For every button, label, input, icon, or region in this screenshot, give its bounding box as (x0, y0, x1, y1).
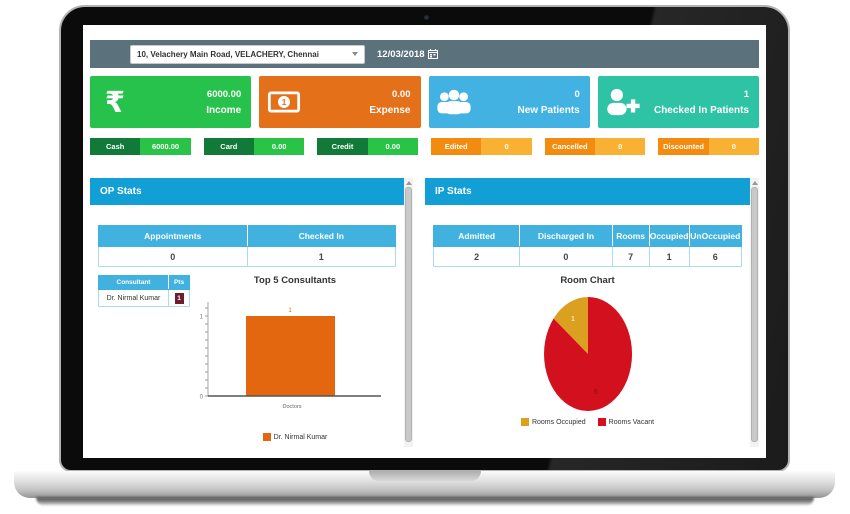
new-patients-card: 0 New Patients (428, 76, 590, 128)
ip-occupied-value: 1 (648, 246, 690, 267)
ip-rooms-value: 7 (611, 246, 650, 267)
pie-chart-legend: Rooms Occupied Rooms Vacant (433, 418, 742, 426)
cancelled-chip: Cancelled 0 (544, 138, 646, 155)
ip-admitted-value: 2 (432, 246, 521, 267)
income-value: 6000.00 (206, 88, 242, 100)
topbar: 10, Velachery Main Road, VELACHERY, Chen… (90, 40, 759, 68)
svg-text:0: 0 (200, 395, 204, 401)
checked-in-value: 1 (743, 88, 749, 100)
legend-label-vacant: Rooms Vacant (608, 418, 655, 426)
bar-chart: 0 1 1 Doctors (200, 302, 381, 410)
income-card: ₹ 6000.00 Income (90, 76, 252, 128)
laptop-base (14, 471, 835, 498)
chevron-down-icon (352, 52, 358, 56)
table-row: 0 1 (98, 246, 396, 267)
card-chip: Card 0.00 (203, 138, 305, 155)
credit-chip: Credit 0.00 (317, 138, 419, 155)
checked-in-patients-card: 1 Checked In Patients (597, 76, 759, 128)
op-stats-title: OP Stats (90, 178, 404, 205)
pie-chart-title: Room Chart (560, 275, 615, 286)
pie-label-vacant: 6 (594, 389, 598, 396)
op-checked-in-value: 1 (246, 246, 396, 267)
x-axis-label: Doctors (283, 404, 302, 410)
income-label: Income (206, 104, 242, 116)
cash-chip: Cash 6000.00 (90, 138, 191, 155)
ip-stats-panel: IP Stats Admitted Discharged In Rooms Oc… (425, 178, 759, 447)
payment-chips-row: Cash 6000.00 Card 0.00 Credit 0.00 Edite… (90, 138, 760, 155)
panels-row: OP Stats Appointments Checked In 0 1 (90, 178, 759, 447)
patients-group-icon (429, 88, 479, 116)
calendar-icon (427, 49, 438, 59)
checked-in-label: Checked In Patients (653, 104, 749, 116)
bar-chart-title: Top 5 Consultants (253, 275, 337, 286)
banknote-icon: 1 (259, 91, 309, 113)
dashboard-screen: 10, Velachery Main Road, VELACHERY, Chen… (83, 25, 766, 458)
ip-unoccupied-value: 6 (688, 246, 743, 267)
webcam-dot (424, 15, 429, 20)
ip-panel-scrollbar[interactable] (750, 178, 759, 447)
legend-label: Dr. Nirmal Kumar (273, 433, 328, 441)
svg-text:1: 1 (200, 315, 204, 321)
pie-label-occupied: 1 (571, 316, 575, 323)
location-select[interactable]: 10, Velachery Main Road, VELACHERY, Chen… (130, 44, 365, 64)
discounted-chip: Discounted 0 (658, 138, 760, 155)
top-consultants-chart: Top 5 Consultants (194, 275, 396, 441)
pie-slice-rooms-occupied (553, 297, 588, 354)
edited-chip: Edited 0 (431, 138, 532, 155)
legend-label-occupied: Rooms Occupied (531, 418, 586, 426)
pie-slice-rooms-vacant (543, 297, 632, 411)
op-appointments-value: 0 (98, 246, 248, 267)
op-stats-table: Appointments Checked In 0 1 (98, 225, 396, 267)
legend-swatch-vacant (597, 418, 606, 426)
ip-discharged-value: 0 (519, 246, 613, 267)
ip-stats-table: Admitted Discharged In Rooms Occupied Un… (432, 225, 743, 267)
op-col-appointments: Appointments (98, 225, 248, 247)
op-col-checked-in: Checked In (246, 225, 396, 247)
svg-text:1: 1 (282, 98, 287, 107)
consultant-name: Dr. Nirmal Kumar (98, 289, 169, 307)
room-pie-chart: 1 6 (543, 297, 632, 411)
scrollbar-thumb[interactable] (405, 187, 412, 442)
laptop-base-notch (368, 471, 481, 481)
expense-value: 0.00 (392, 88, 411, 100)
stat-cards-row: ₹ 6000.00 Income 1 0.00 Expense (90, 76, 759, 128)
bar-chart-legend: Dr. Nirmal Kumar (194, 433, 396, 441)
table-row: Dr. Nirmal Kumar 1 (98, 289, 190, 307)
location-select-value: 10, Velachery Main Road, VELACHERY, Chen… (137, 49, 319, 59)
new-patients-value: 0 (574, 88, 580, 100)
scrollbar-up-arrow[interactable] (751, 181, 758, 185)
bar-data-label: 1 (288, 308, 292, 314)
person-plus-icon (598, 88, 648, 116)
date-picker[interactable]: 12/03/2018 (377, 49, 438, 60)
scrollbar-up-arrow[interactable] (405, 181, 412, 185)
laptop-shadow (36, 497, 814, 506)
consultant-table: Consultant Pts Dr. Nirmal Kumar 1 (98, 275, 190, 307)
legend-swatch-occupied (520, 418, 529, 426)
expense-label: Expense (369, 104, 411, 116)
expense-card: 1 0.00 Expense (259, 76, 421, 128)
new-patients-label: New Patients (517, 104, 580, 116)
date-value: 12/03/2018 (377, 48, 425, 60)
op-stats-panel: OP Stats Appointments Checked In 0 1 (90, 178, 413, 447)
legend-swatch (262, 433, 271, 441)
scrollbar-thumb[interactable] (751, 187, 758, 442)
pts-badge: 1 (174, 292, 184, 304)
bar-dr-nirmal-kumar (246, 316, 335, 396)
table-row: 2 0 7 1 6 (432, 246, 743, 267)
op-panel-scrollbar[interactable] (404, 178, 413, 447)
ip-stats-title: IP Stats (425, 178, 750, 205)
rupee-icon: ₹ (104, 84, 126, 119)
